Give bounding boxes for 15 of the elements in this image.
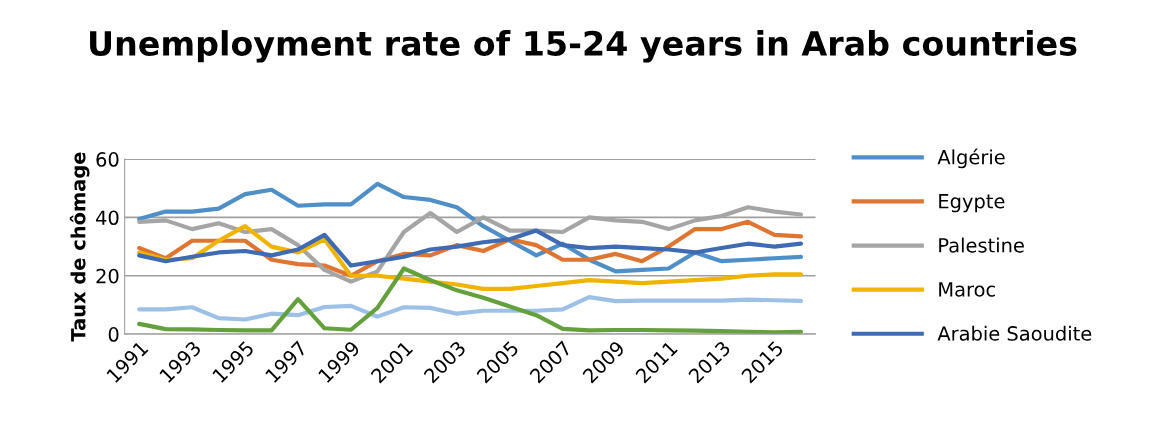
chart-title: Unemployment rate of 15-24 years in Arab countries <box>90 30 1077 63</box>
line-series <box>137 181 804 274</box>
legend-label: Egypte <box>939 194 1005 213</box>
line-series <box>137 294 804 322</box>
legend-label: Algérie <box>937 148 1005 169</box>
legend-label: Palestine <box>939 237 1024 253</box>
y-tick-label: 0 <box>108 327 119 342</box>
y-tick-label: 40 <box>96 210 119 226</box>
line-series <box>137 228 804 268</box>
y-tick-label: 60 <box>96 152 119 167</box>
legend-label: Arabie Saoudite <box>937 325 1092 341</box>
y-axis-title: Taux de chômage <box>69 152 90 342</box>
y-tick-label: 20 <box>96 268 119 284</box>
legend-label: Maroc <box>939 282 995 297</box>
line-series <box>137 266 804 335</box>
